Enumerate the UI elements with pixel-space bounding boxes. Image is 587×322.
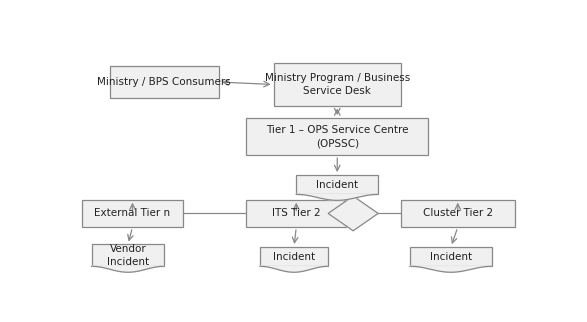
Text: External Tier n: External Tier n xyxy=(95,208,171,218)
Text: ITS Tier 2: ITS Tier 2 xyxy=(272,208,321,218)
Polygon shape xyxy=(410,266,492,272)
Text: Ministry / BPS Consumers: Ministry / BPS Consumers xyxy=(97,77,231,87)
Polygon shape xyxy=(92,266,164,272)
Text: Cluster Tier 2: Cluster Tier 2 xyxy=(423,208,493,218)
FancyBboxPatch shape xyxy=(247,118,429,155)
Polygon shape xyxy=(328,196,378,231)
Polygon shape xyxy=(296,194,378,200)
Text: Incident: Incident xyxy=(273,251,315,261)
FancyBboxPatch shape xyxy=(247,200,346,227)
FancyBboxPatch shape xyxy=(110,66,219,98)
FancyBboxPatch shape xyxy=(410,247,492,266)
Text: Ministry Program / Business
Service Desk: Ministry Program / Business Service Desk xyxy=(265,73,410,96)
Text: Incident: Incident xyxy=(430,251,472,261)
Text: Incident: Incident xyxy=(316,180,358,190)
FancyBboxPatch shape xyxy=(260,247,328,266)
FancyBboxPatch shape xyxy=(92,244,164,266)
Polygon shape xyxy=(260,266,328,272)
Text: Vendor
Incident: Vendor Incident xyxy=(107,244,149,267)
FancyBboxPatch shape xyxy=(401,200,515,227)
FancyBboxPatch shape xyxy=(82,200,183,227)
Text: Tier 1 – OPS Service Centre
(OPSSC): Tier 1 – OPS Service Centre (OPSSC) xyxy=(266,125,409,148)
FancyBboxPatch shape xyxy=(296,175,378,194)
FancyBboxPatch shape xyxy=(274,63,401,106)
